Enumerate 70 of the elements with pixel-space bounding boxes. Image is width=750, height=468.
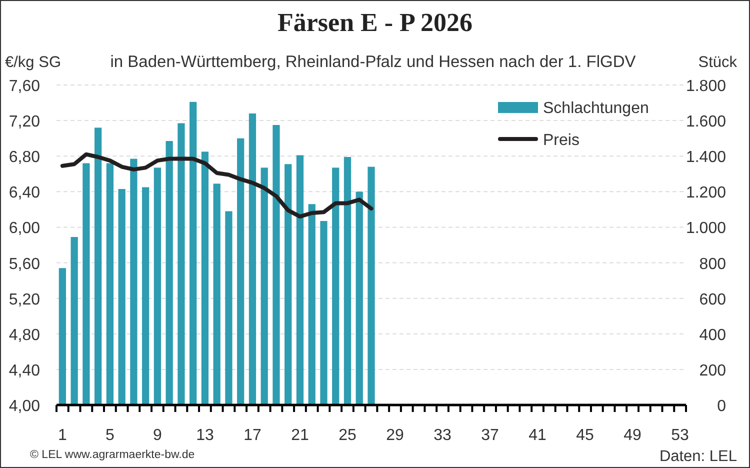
bar [248, 113, 256, 405]
bar [142, 187, 150, 405]
y2-tick-label: 1.400 [686, 149, 726, 166]
x-tick-label: 45 [576, 427, 594, 444]
x-tick-label: 17 [244, 427, 262, 444]
y2-tick-label: 600 [699, 291, 726, 308]
y-tick-label: 6,40 [8, 184, 40, 202]
bar [296, 155, 304, 405]
bar [178, 123, 185, 405]
bar [368, 166, 375, 405]
bar [58, 268, 66, 405]
chart-subtitle: in Baden-Württemberg, Rheinland-Pfalz und Hessen nach der 1. FlGDV [110, 53, 636, 71]
y2-tick-label: 400 [699, 326, 726, 344]
chart-title: Färsen E - P 2026 [278, 8, 472, 37]
bar [154, 168, 162, 405]
x-tick-label: 33 [434, 427, 452, 444]
y2-axis-title: Stück [698, 54, 738, 71]
y-tick-label: 4,00 [8, 398, 40, 415]
y-tick-label: 6,00 [8, 220, 40, 238]
x-tick-label: 21 [291, 427, 309, 444]
bar [308, 204, 316, 405]
y2-tick-label: 0 [717, 398, 726, 415]
x-tick-label: 41 [528, 427, 547, 444]
bar [272, 125, 280, 405]
y-tick-label: 7,20 [8, 114, 40, 131]
y2-tick-label: 800 [699, 256, 726, 273]
bar [118, 189, 126, 405]
bar [130, 158, 138, 405]
x-tick-label: 13 [196, 427, 214, 444]
legend-label: Schlachtungen [543, 100, 649, 117]
y2-tick-label: 1.200 [686, 184, 726, 202]
y-axis-title: €/kg SG [5, 54, 61, 71]
x-tick-label: 37 [481, 427, 500, 444]
x-tick-label: 5 [105, 427, 114, 444]
y-tick-label: 4,40 [8, 362, 40, 380]
text: Daten: LEL [659, 448, 738, 465]
bar [213, 184, 220, 405]
y-tick-label: 6,80 [8, 149, 40, 166]
bar [190, 102, 197, 405]
bar [356, 192, 363, 405]
x-tick-label: 25 [338, 427, 356, 444]
x-tick-label: 1 [58, 427, 67, 444]
bar [284, 164, 292, 405]
bar [344, 157, 352, 405]
bar [106, 163, 114, 405]
y-tick-label: 7,60 [8, 78, 40, 95]
bar [70, 237, 78, 405]
bar [332, 168, 340, 405]
y2-tick-label: 200 [699, 362, 726, 380]
x-tick-label: 53 [671, 427, 690, 444]
bar [201, 152, 209, 405]
y2-tick-label: 1.000 [686, 220, 726, 238]
bar [260, 168, 268, 405]
y2-tick-label: 1.600 [686, 114, 726, 131]
bar [237, 138, 244, 405]
bar [82, 163, 90, 405]
y2-tick-label: 1.800 [686, 78, 726, 95]
y-tick-label: 5,20 [8, 291, 40, 308]
x-tick-label: 29 [386, 427, 404, 444]
y-tick-label: 5,60 [8, 256, 40, 273]
y-tick-label: 4,80 [8, 326, 40, 344]
bar [94, 128, 102, 405]
bar [225, 211, 232, 405]
bar [320, 221, 328, 405]
legend-label: Preis [543, 132, 580, 149]
line-series [60, 152, 374, 219]
text: © LEL www.agrarmaerkte-bw.de [30, 449, 195, 461]
x-tick-label: 49 [624, 427, 642, 444]
bar [166, 141, 173, 405]
x-tick-label: 9 [153, 427, 162, 444]
